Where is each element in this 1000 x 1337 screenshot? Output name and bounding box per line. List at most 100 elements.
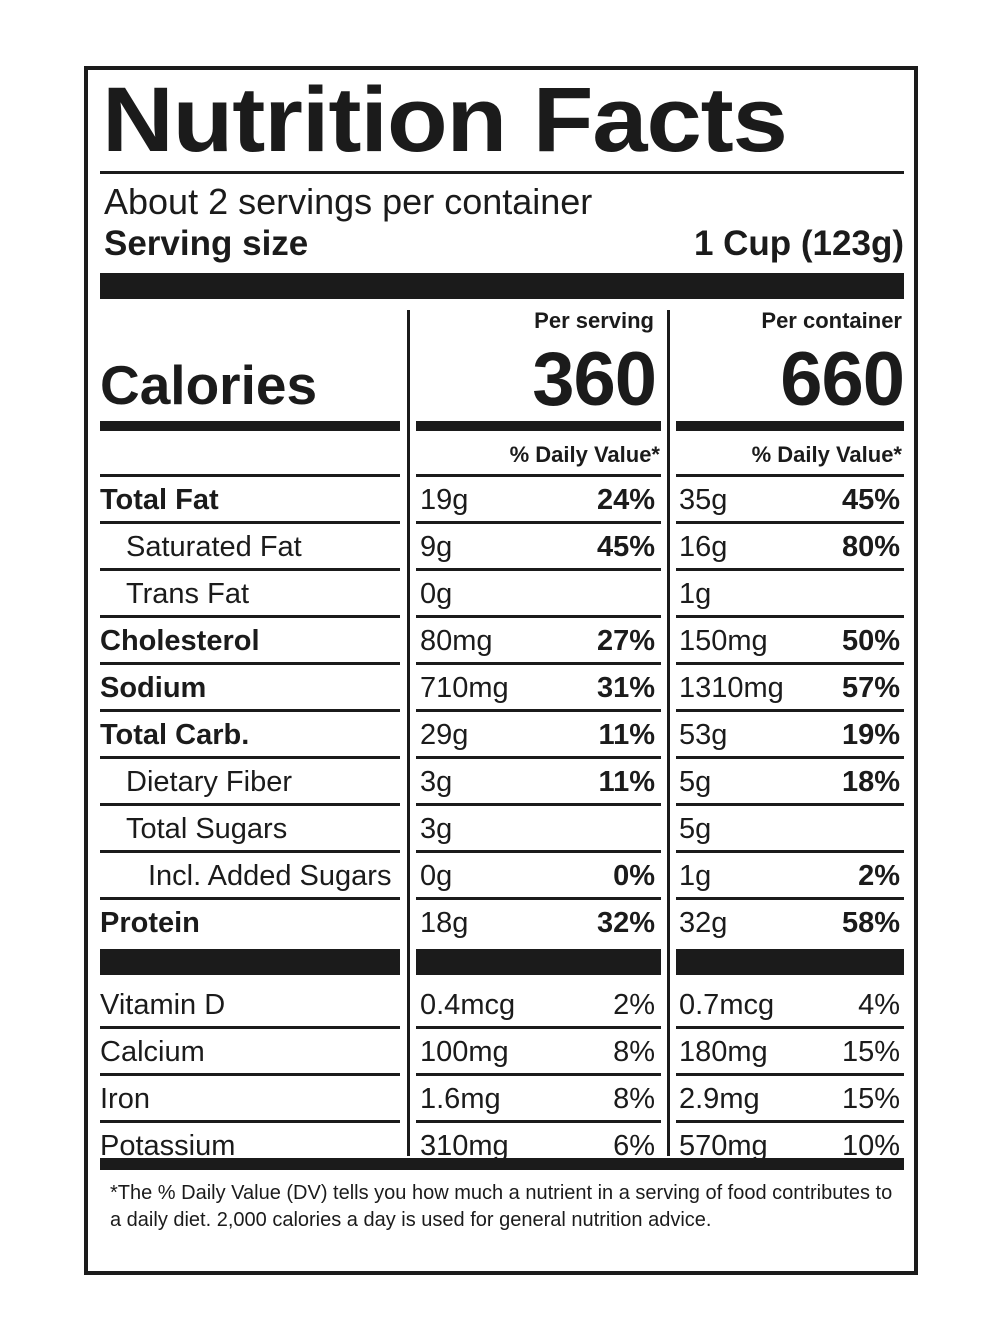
row-divider — [416, 709, 661, 712]
row-divider — [100, 1120, 400, 1123]
serving-daily-value: 6% — [613, 1130, 655, 1162]
serving-amount: 3g — [420, 766, 453, 798]
container-amount: 0.7mcg — [679, 989, 775, 1021]
nutrient-name: Calcium — [100, 1036, 205, 1068]
row-divider — [416, 803, 661, 806]
container-daily-value: 4% — [858, 989, 900, 1021]
section-bar-left — [100, 949, 400, 975]
serving-daily-value: 8% — [613, 1036, 655, 1068]
serving-daily-value: 27% — [596, 625, 655, 657]
row-divider — [100, 709, 400, 712]
row-divider — [100, 897, 400, 900]
row-divider — [676, 1026, 904, 1029]
row-divider — [416, 521, 661, 524]
nutrient-row: Trans Fat 0g 1g — [88, 572, 914, 618]
container-amount: 35g — [679, 484, 728, 516]
container-daily-value: 19% — [841, 719, 900, 751]
container-amount: 32g — [679, 907, 728, 939]
nutrient-name: Total Carb. — [100, 719, 250, 751]
title-rule — [100, 171, 904, 174]
row-divider — [416, 1026, 661, 1029]
footnote: *The % Daily Value (DV) tells you how mu… — [110, 1182, 893, 1231]
container-daily-value: 15% — [841, 1036, 900, 1068]
calories-bar-right — [676, 421, 904, 431]
container-daily-value — [794, 807, 900, 851]
nutrient-row: Dietary Fiber 3g 11% 5g 18% — [88, 760, 914, 806]
container-daily-value: 18% — [841, 766, 900, 798]
nutrient-name: Potassium — [100, 1130, 236, 1162]
row-divider — [676, 850, 904, 853]
vitamin-row: Vitamin D 0.4mcg 2% 0.7mcg 4% — [88, 983, 914, 1029]
serving-amount: 18g — [420, 907, 469, 939]
container-amount: 16g — [679, 531, 728, 563]
row-divider — [100, 662, 400, 665]
serving-daily-value: 45% — [596, 531, 655, 563]
container-daily-value: 10% — [841, 1130, 900, 1162]
row-divider — [676, 521, 904, 524]
serving-amount: 19g — [420, 484, 469, 516]
per-container-header: Per container — [761, 308, 902, 333]
serving-amount: 310mg — [420, 1130, 509, 1162]
daily-value-header-container: % Daily Value* — [751, 442, 902, 467]
label-title: Nutrition Facts — [102, 69, 788, 171]
serving-daily-value: 11% — [598, 719, 655, 751]
row-divider — [416, 474, 661, 477]
serving-thick-bar — [100, 273, 904, 299]
row-divider — [416, 756, 661, 759]
serving-daily-value: 31% — [596, 672, 655, 704]
serving-amount: 0.4mcg — [420, 989, 516, 1021]
row-divider — [676, 803, 904, 806]
container-amount: 2.9mg — [679, 1083, 760, 1115]
nutrient-row: Total Sugars 3g 5g — [88, 807, 914, 853]
row-divider — [416, 850, 661, 853]
container-amount: 150mg — [679, 625, 768, 657]
nutrient-name: Trans Fat — [126, 578, 250, 610]
nutrient-row: Incl. Added Sugars 0g 0% 1g 2% — [88, 854, 914, 900]
nutrient-name: Protein — [100, 907, 200, 939]
serving-amount: 80mg — [420, 625, 493, 657]
row-divider — [676, 1120, 904, 1123]
serving-size-label: Serving size — [104, 224, 309, 263]
row-divider — [676, 474, 904, 477]
serving-amount: 29g — [420, 719, 469, 751]
row-divider — [416, 1120, 661, 1123]
row-divider — [676, 756, 904, 759]
container-amount: 1g — [679, 578, 712, 610]
nutrient-row: Sodium 710mg 31% 1310mg 57% — [88, 666, 914, 712]
row-divider — [100, 474, 400, 477]
nutrient-row: Total Fat 19g 24% 35g 45% — [88, 478, 914, 524]
row-divider — [676, 1073, 904, 1076]
serving-daily-value: 24% — [596, 484, 655, 516]
container-amount: 180mg — [679, 1036, 768, 1068]
row-divider — [100, 568, 400, 571]
daily-value-header-serving: % Daily Value* — [509, 442, 660, 467]
container-amount: 5g — [679, 766, 712, 798]
serving-amount: 3g — [420, 813, 453, 845]
serving-daily-value: 8% — [613, 1083, 655, 1115]
calories-per-container: 660 — [780, 337, 905, 422]
row-divider — [100, 756, 400, 759]
row-divider — [676, 709, 904, 712]
vitamin-row: Potassium 310mg 6% 570mg 10% — [88, 1124, 914, 1170]
section-bar-mid — [416, 949, 661, 975]
vitamin-row: Calcium 100mg 8% 180mg 15% — [88, 1030, 914, 1076]
serving-daily-value: 11% — [598, 766, 655, 798]
container-daily-value: 58% — [841, 907, 900, 939]
row-divider — [416, 1073, 661, 1076]
row-divider — [100, 1073, 400, 1076]
row-divider — [100, 803, 400, 806]
column-divider-left — [407, 310, 410, 1156]
nutrient-row: Cholesterol 80mg 27% 150mg 50% — [88, 619, 914, 665]
servings-per-container: About 2 servings per container — [104, 181, 593, 222]
row-divider — [100, 615, 400, 618]
container-amount: 570mg — [679, 1130, 768, 1162]
nutrient-name: Cholesterol — [100, 625, 260, 657]
row-divider — [416, 662, 661, 665]
column-divider-right — [667, 310, 670, 1156]
calories-bar-left — [100, 421, 400, 431]
per-serving-header: Per serving — [534, 308, 654, 333]
nutrition-facts-label: Nutrition Facts About 2 servings per con… — [84, 66, 918, 1275]
nutrient-row: Saturated Fat 9g 45% 16g 80% — [88, 525, 914, 571]
serving-amount: 9g — [420, 531, 453, 563]
serving-amount: 710mg — [420, 672, 509, 704]
